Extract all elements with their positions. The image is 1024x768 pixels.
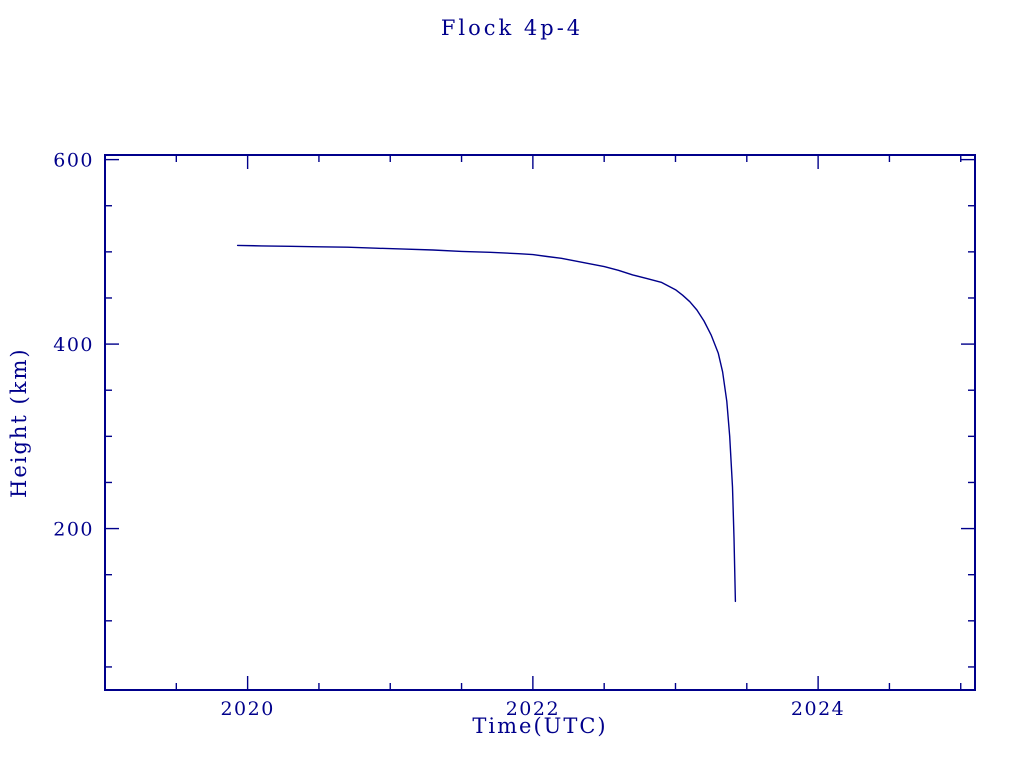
svg-text:200: 200 (53, 519, 94, 541)
svg-text:2020: 2020 (220, 698, 274, 720)
svg-text:600: 600 (53, 150, 94, 172)
x-axis-label: Time(UTC) (472, 714, 608, 738)
y-axis-label: Height (km) (7, 347, 31, 498)
height-series-line (236, 244, 737, 603)
svg-text:2024: 2024 (791, 698, 845, 720)
chart-title: Flock 4p-4 (440, 16, 584, 40)
svg-text:2022: 2022 (506, 698, 560, 720)
svg-text:400: 400 (53, 334, 94, 356)
